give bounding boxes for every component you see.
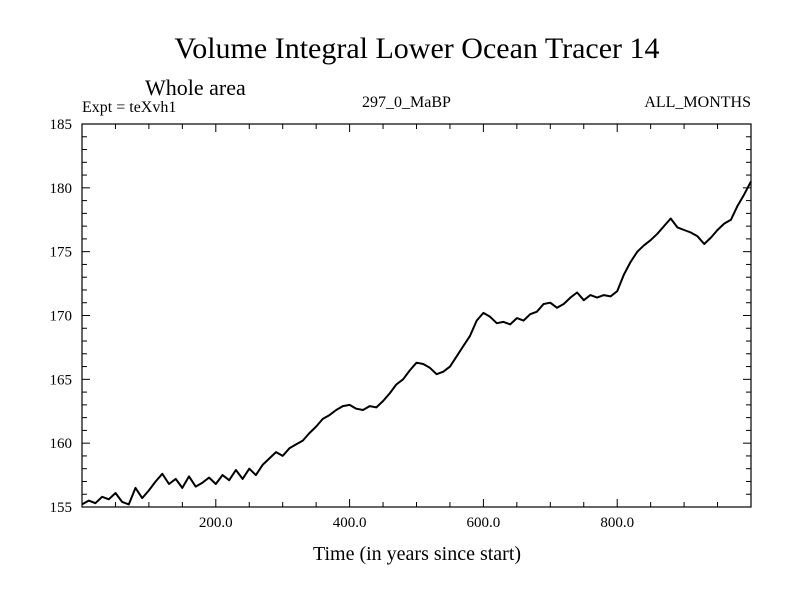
y-tick-label: 155: [50, 500, 73, 516]
x-axis-tick-labels: 200.0 400.0 600.0 800.0: [199, 515, 634, 531]
expt-label: Expt = teXvh1: [82, 99, 176, 116]
y-axis-tick-labels: 155 160 165 170 175 180 185: [50, 117, 73, 516]
y-axis-ticks: [82, 136, 751, 495]
x-axis-ticks: [114, 124, 719, 507]
y-tick-label: 185: [50, 117, 73, 133]
chart-subtitle: Whole area: [145, 75, 246, 100]
plot-frame: [81, 123, 752, 508]
x-tick-label: 600.0: [467, 515, 501, 531]
x-tick-label: 800.0: [600, 515, 634, 531]
series-line-tracer14: [81, 180, 752, 506]
x-tick-label: 400.0: [333, 515, 367, 531]
y-tick-label: 180: [50, 181, 73, 197]
y-tick-label: 160: [50, 436, 73, 452]
run-label: 297_0_MaBP: [362, 94, 451, 111]
x-axis-label: Time (in years since start): [313, 543, 521, 565]
x-tick-label: 200.0: [199, 515, 233, 531]
months-label: ALL_MONTHS: [644, 94, 751, 111]
y-tick-label: 175: [50, 245, 73, 261]
chart-title: Volume Integral Lower Ocean Tracer 14: [174, 32, 659, 65]
y-tick-label: 165: [50, 372, 73, 388]
y-tick-label: 170: [50, 309, 73, 325]
